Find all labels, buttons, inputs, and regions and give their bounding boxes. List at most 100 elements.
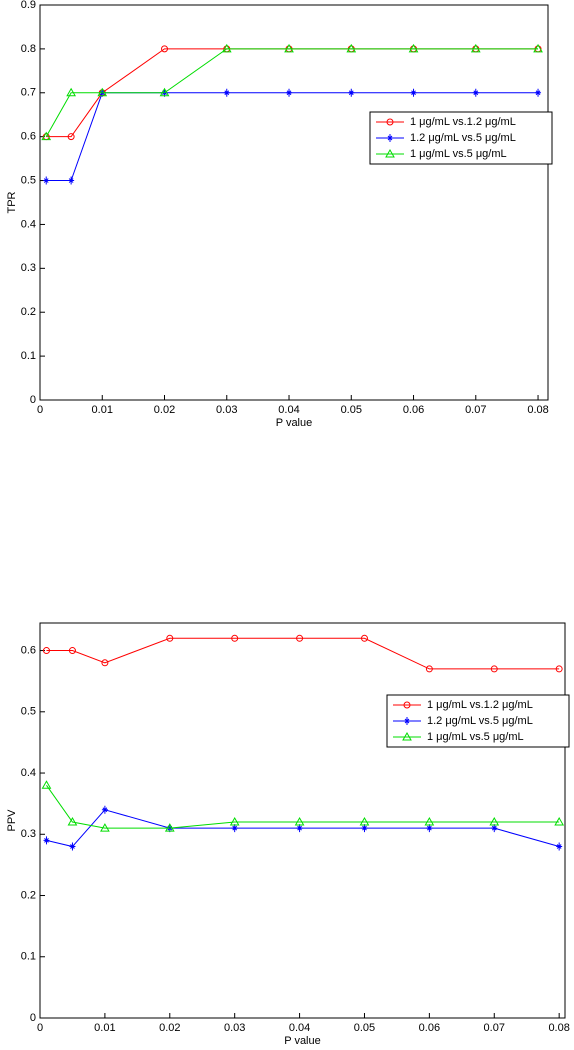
y-tick-label: 0.7 (21, 87, 36, 99)
marker (159, 87, 170, 97)
marker (490, 665, 498, 673)
marker (221, 43, 232, 53)
marker (69, 842, 76, 851)
marker (535, 88, 542, 97)
x-axis-label: P value (284, 1035, 321, 1047)
marker (554, 817, 565, 826)
legend-label: 1 μg/mL vs.5 μg/mL (427, 731, 524, 743)
marker (68, 647, 76, 655)
marker (404, 717, 410, 725)
marker (166, 634, 174, 642)
legend-label: 1.2 μg/mL vs.5 μg/mL (410, 132, 516, 144)
marker (385, 148, 395, 158)
y-tick-label: 0.4 (21, 767, 36, 779)
marker (296, 824, 303, 833)
marker (387, 134, 393, 142)
marker (556, 842, 563, 851)
y-tick-label: 0.1 (21, 951, 36, 963)
legend-label: 1 μg/mL vs.1.2 μg/mL (427, 699, 533, 711)
x-tick-label: 0.08 (548, 1022, 569, 1034)
y-tick-label: 0.6 (21, 131, 36, 143)
legend-label: 1.2 μg/mL vs.5 μg/mL (427, 715, 533, 727)
marker (470, 43, 481, 53)
marker (555, 665, 563, 673)
marker (296, 634, 304, 642)
y-axis-label: TPR (6, 191, 18, 213)
marker (43, 176, 50, 185)
plot-area (39, 4, 549, 401)
plot-area (39, 622, 566, 1019)
x-tick-label: 0.01 (92, 404, 113, 416)
y-tick-label: 0.8 (21, 43, 36, 55)
marker (425, 665, 433, 673)
marker (424, 817, 435, 826)
y-tick-label: 0 (30, 1012, 36, 1024)
x-tick-label: 0.08 (527, 404, 548, 416)
marker (231, 634, 239, 642)
y-tick-label: 0.6 (21, 644, 36, 656)
marker (67, 817, 78, 826)
marker (410, 88, 417, 97)
y-axis-label: PPV (6, 809, 18, 832)
marker (346, 43, 357, 53)
marker (41, 780, 52, 789)
marker (229, 817, 240, 826)
marker (294, 817, 305, 826)
y-tick-label: 0.9 (21, 0, 36, 11)
marker (161, 45, 169, 53)
marker (426, 824, 433, 833)
x-tick-label: 0.02 (159, 1022, 180, 1034)
marker (491, 824, 498, 833)
series-line (45, 48, 539, 137)
marker (408, 43, 419, 53)
marker (533, 43, 543, 53)
x-tick-label: 0.01 (94, 1022, 115, 1034)
marker (402, 731, 412, 741)
y-tick-label: 0.2 (21, 306, 36, 318)
marker (284, 43, 294, 53)
marker (403, 701, 411, 709)
y-tick-label: 0 (30, 394, 36, 406)
marker (360, 634, 368, 642)
y-tick-label: 0.1 (21, 350, 36, 362)
marker (348, 88, 355, 97)
x-tick-label: 0.06 (403, 404, 424, 416)
marker (231, 824, 238, 833)
y-tick-label: 0.5 (21, 706, 36, 718)
x-tick-label: 0.05 (354, 1022, 375, 1034)
marker (286, 88, 293, 97)
marker (67, 133, 75, 141)
x-tick-label: 0.03 (224, 1022, 245, 1034)
marker (489, 817, 500, 826)
x-tick-label: 0.07 (465, 404, 486, 416)
series-line (46, 92, 539, 182)
marker (43, 836, 50, 845)
y-tick-label: 0.5 (21, 174, 36, 186)
marker (101, 805, 108, 814)
x-tick-label: 0.04 (289, 1022, 310, 1034)
series-line (46, 809, 560, 848)
marker (41, 131, 52, 141)
marker (361, 824, 368, 833)
x-tick-label: 0.03 (216, 404, 237, 416)
legend-label: 1 μg/mL vs.5 μg/mL (410, 148, 507, 160)
y-tick-label: 0.2 (21, 889, 36, 901)
x-tick-label: 0 (37, 404, 43, 416)
x-tick-label: 0.04 (278, 404, 299, 416)
marker (97, 87, 108, 97)
series-line (46, 784, 560, 829)
y-tick-label: 0.4 (21, 218, 36, 230)
marker (386, 118, 394, 126)
x-tick-label: 0.06 (419, 1022, 440, 1034)
marker (472, 88, 479, 97)
x-tick-label: 0.05 (341, 404, 362, 416)
marker (42, 647, 50, 655)
marker (100, 823, 110, 832)
y-tick-label: 0.3 (21, 262, 36, 274)
marker (164, 823, 175, 832)
x-axis-label: P value (276, 417, 313, 429)
marker (359, 817, 370, 826)
y-tick-label: 0.3 (21, 828, 36, 840)
